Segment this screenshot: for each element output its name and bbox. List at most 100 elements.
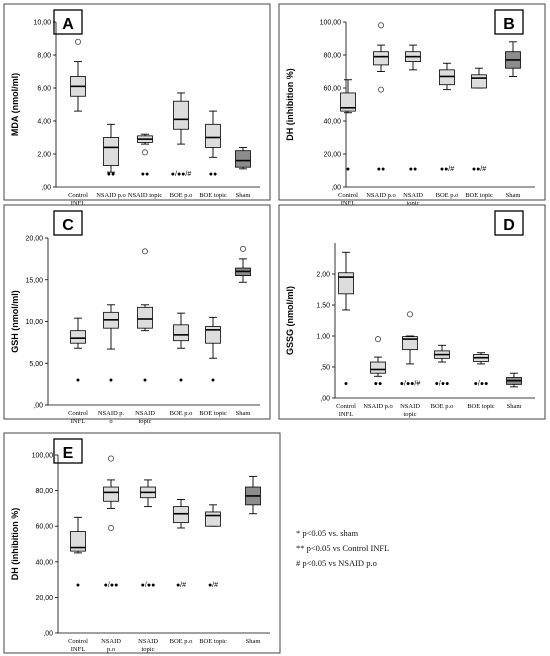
significance-marker: ● bbox=[109, 377, 113, 384]
box-iqr bbox=[439, 69, 455, 86]
y-tick-label: 15,00 bbox=[25, 277, 43, 284]
box-iqr bbox=[70, 531, 86, 552]
y-tick-label: 5,00 bbox=[29, 361, 43, 368]
outlier-point bbox=[374, 336, 382, 343]
x-tick-label: p.o bbox=[107, 646, 115, 653]
x-tick-label: BOE p.o bbox=[436, 192, 459, 199]
outlier-point bbox=[377, 86, 385, 93]
box-3: ●● bbox=[137, 133, 153, 178]
legend-item-control: ** p<0.05 vs Control INFL bbox=[296, 543, 390, 553]
box-3: ●/●●/# bbox=[400, 311, 421, 388]
box-iqr bbox=[205, 326, 221, 344]
significance-marker: ●● bbox=[209, 171, 217, 178]
x-tick-label: NSAID bbox=[403, 192, 423, 199]
box-iqr bbox=[205, 123, 221, 148]
panel-frame bbox=[3, 204, 271, 420]
box-2: ●/●● bbox=[103, 455, 119, 589]
panel-label-box bbox=[494, 210, 524, 236]
box-iqr bbox=[338, 272, 354, 295]
x-tick-label: BOE p.o bbox=[170, 192, 193, 199]
significance-marker: ● bbox=[143, 377, 147, 384]
box-iqr bbox=[370, 361, 386, 374]
panel-label-box bbox=[53, 438, 83, 464]
panel-e: E ,00 20,00 40,00 60,00 80,00 100,00 DH (inhibi… bbox=[3, 432, 281, 654]
y-axis-label: GSSG (nmol/ml) bbox=[285, 286, 295, 355]
x-tick-label: BOE topic bbox=[465, 192, 493, 199]
panel-label-box bbox=[53, 210, 83, 236]
x-tick-label: BOE p.o bbox=[170, 410, 193, 417]
significance-marker: ● bbox=[346, 166, 350, 173]
box-1: ● bbox=[338, 251, 354, 388]
y-tick-label: ,00 bbox=[33, 403, 43, 410]
significance-marker: ●● bbox=[374, 381, 382, 388]
x-tick-label: NSAID bbox=[101, 638, 121, 645]
x-tick-label: Sham bbox=[246, 638, 261, 645]
x-tick-label: NSAID bbox=[138, 638, 158, 645]
panel-a: A ,00 2,00 4,00 6,00 8,00 10,00 MDA (nmol/ml) ●●… bbox=[3, 3, 271, 207]
significance-marker: ● bbox=[179, 377, 183, 384]
x-tick-label: NSAID topic bbox=[128, 192, 163, 199]
y-tick-label: 8,00 bbox=[37, 53, 51, 60]
y-axis-label: DH (inhibition %) bbox=[10, 508, 20, 580]
box-1: ● bbox=[70, 317, 86, 384]
x-tick-label: Control bbox=[68, 410, 88, 417]
x-tick-label: topic bbox=[142, 646, 155, 653]
x-tick-label: BOE topic bbox=[467, 403, 495, 410]
box-6 bbox=[235, 245, 251, 283]
x-tick-label: o bbox=[109, 418, 112, 425]
box-2: ●● bbox=[103, 123, 119, 178]
box-2: ●● bbox=[373, 22, 389, 173]
significance-marker: ● bbox=[76, 582, 80, 589]
y-tick-label: 4,00 bbox=[37, 119, 51, 126]
box-iqr bbox=[205, 511, 221, 527]
panel-frame bbox=[3, 3, 271, 201]
x-tick-label: topic bbox=[404, 411, 417, 418]
y-tick-label: 1,50 bbox=[316, 303, 330, 310]
y-tick-label: ,50 bbox=[320, 365, 330, 372]
x-tick-label: INFL bbox=[339, 411, 353, 418]
outlier-point bbox=[74, 38, 82, 45]
box-4: ●●/# bbox=[439, 62, 455, 173]
significance-marker: ●●/# bbox=[440, 166, 454, 173]
significance-marker: ●/●●/# bbox=[400, 381, 421, 388]
box-iqr bbox=[340, 92, 356, 112]
y-tick-label: ,00 bbox=[331, 185, 341, 192]
y-tick-label: ,00 bbox=[41, 185, 51, 192]
x-tick-label: Control bbox=[68, 192, 88, 199]
box-5: ● bbox=[205, 316, 221, 384]
box-6 bbox=[505, 41, 521, 77]
significance-marker: ● bbox=[344, 381, 348, 388]
outlier-point bbox=[239, 245, 247, 252]
y-tick-label: 100,00 bbox=[320, 20, 342, 27]
box-5: ●● bbox=[205, 110, 221, 178]
x-tick-label: Sham bbox=[236, 410, 251, 417]
y-tick-label: 20,00 bbox=[35, 595, 53, 602]
significance-marker: ●● bbox=[377, 166, 385, 173]
x-tick-label: INFL bbox=[71, 646, 85, 653]
significance-marker: ●/●● bbox=[104, 582, 119, 589]
box-5: ●●/# bbox=[471, 67, 487, 173]
x-tick-label: BOE p.o bbox=[170, 638, 193, 645]
y-tick-label: ,00 bbox=[43, 631, 53, 638]
y-tick-label: 80,00 bbox=[323, 53, 341, 60]
panel-label-box bbox=[494, 9, 524, 35]
x-tick-label: INFL bbox=[341, 200, 355, 207]
panel-label: A bbox=[62, 16, 74, 33]
significance-marker: ● bbox=[76, 377, 80, 384]
box-3: ●/●● bbox=[140, 479, 156, 589]
box-4: ●/●● bbox=[434, 344, 450, 388]
panel-frame bbox=[278, 3, 546, 201]
box-5: ●/# bbox=[205, 504, 221, 589]
x-tick-label: BOE topic bbox=[199, 410, 227, 417]
panel-label: B bbox=[503, 16, 515, 33]
outlier-point bbox=[377, 22, 385, 29]
significance-marker: ●● bbox=[141, 171, 149, 178]
panel-label: C bbox=[62, 217, 74, 234]
box-iqr bbox=[173, 324, 189, 342]
y-tick-label: 100,00 bbox=[32, 453, 54, 460]
box-iqr bbox=[103, 137, 119, 166]
outlier-point bbox=[141, 248, 149, 255]
box-iqr bbox=[103, 486, 119, 502]
y-tick-label: 2,00 bbox=[316, 272, 330, 279]
